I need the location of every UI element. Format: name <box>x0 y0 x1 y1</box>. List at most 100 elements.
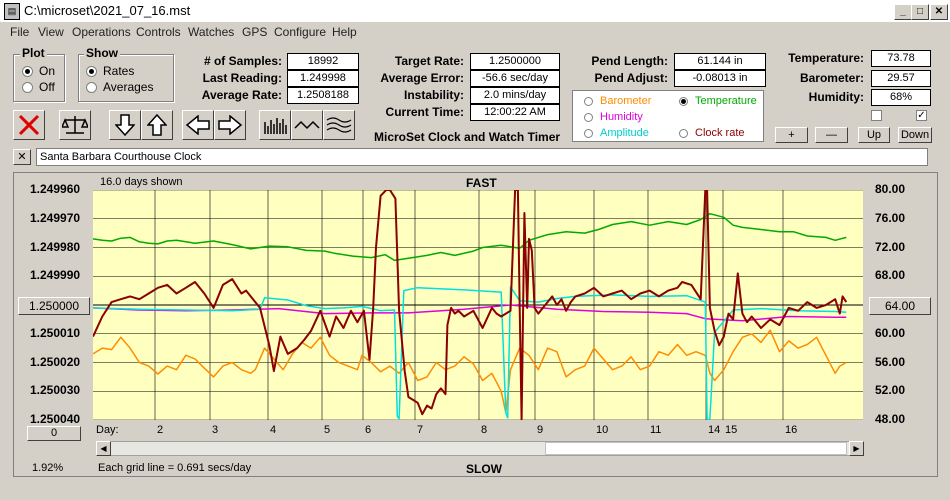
y-right-tick-label: 72.00 <box>875 239 906 254</box>
wave-icon <box>294 120 320 130</box>
minimize-button[interactable]: _ <box>894 4 912 20</box>
app-icon[interactable]: ▤ <box>4 3 20 20</box>
humidity-radio[interactable] <box>584 113 593 122</box>
x-tick-label: 5 <box>324 424 331 436</box>
down-button[interactable]: Down <box>898 127 932 143</box>
arrow-right-button[interactable] <box>214 110 246 140</box>
x-tick-label: 4 <box>270 424 277 436</box>
arrow-left-button[interactable] <box>182 110 214 140</box>
target-rate-label: Target Rate: <box>394 54 464 68</box>
balance-button[interactable] <box>59 110 91 140</box>
show-group <box>78 54 174 102</box>
checkbox-2[interactable]: ✓ <box>916 110 927 121</box>
scroll-right-button[interactable]: ▶ <box>849 441 864 456</box>
plot-off-label: Off <box>39 80 55 94</box>
clock-rate-option-label: Clock rate <box>695 127 745 139</box>
checkbox-1[interactable] <box>871 110 882 121</box>
slow-label: SLOW <box>466 462 502 476</box>
zero-button[interactable]: 0 <box>27 426 81 441</box>
target-rate-field[interactable]: 1.2500000 <box>470 53 560 70</box>
close-window-button[interactable]: ✕ <box>930 4 948 20</box>
center-rate-button[interactable]: 1.250000 <box>18 297 90 315</box>
plot-on-radio[interactable] <box>22 66 33 77</box>
menu-view[interactable]: View <box>38 25 64 39</box>
y-left-tick-label: 1.249980 <box>30 239 81 254</box>
arrow-down-button[interactable] <box>109 110 141 140</box>
menu-gps[interactable]: GPS <box>242 25 268 39</box>
x-tick-label: 15 <box>725 424 738 436</box>
x-tick-label: 8 <box>481 424 488 436</box>
average-error-label: Average Error: <box>380 71 464 85</box>
close-x-icon <box>18 114 40 136</box>
plot-group-label: Plot <box>20 46 47 60</box>
up-button[interactable]: Up <box>858 127 890 143</box>
arrow-up-button[interactable] <box>141 110 173 140</box>
clock-rate-radio[interactable] <box>679 129 688 138</box>
y-right-tick-label: 52.00 <box>875 383 906 398</box>
balance-scale-icon <box>62 116 88 134</box>
days-shown-label: 16.0 days shown <box>100 176 183 188</box>
window-title: C:\microset\2021_07_16.mst <box>24 3 191 18</box>
temperature-option-label: Temperature <box>695 95 757 107</box>
pend-adjust-label: Pend Adjust: <box>594 71 668 85</box>
y-left-tick-label: 1.250040 <box>30 412 81 426</box>
last-reading-label: Last Reading: <box>202 71 282 85</box>
humidity-option-label: Humidity <box>600 111 643 123</box>
y-right-tick-label: 68.00 <box>875 268 906 283</box>
app-title: MicroSet Clock and Watch Timer <box>374 130 561 144</box>
scroll-left-button[interactable]: ◀ <box>96 441 111 456</box>
close-x-button[interactable] <box>13 110 45 140</box>
show-group-label: Show <box>84 46 120 60</box>
menu-controls[interactable]: Controls <box>136 25 181 39</box>
percent-label: 1.92% <box>32 462 64 474</box>
plot-off-radio[interactable] <box>22 82 33 93</box>
plot-group <box>13 54 65 102</box>
maximize-button[interactable]: □ <box>911 4 929 20</box>
menu-bar: File View Operations Controls Watches GP… <box>0 22 950 42</box>
scrollbar-thumb[interactable] <box>545 442 847 455</box>
y-right-tick-label: 80.00 <box>875 182 906 196</box>
menu-help[interactable]: Help <box>332 25 357 39</box>
current-time-field: 12:00:22 AM <box>470 104 560 121</box>
menu-configure[interactable]: Configure <box>274 25 327 39</box>
y-right-tick-label: 76.00 <box>875 210 906 225</box>
barometer-label: Barometer: <box>799 71 864 85</box>
arrow-left-icon <box>185 115 210 135</box>
barometer-radio[interactable] <box>584 97 593 106</box>
grid-line-footer: Each grid line = 0.691 secs/day <box>98 462 252 474</box>
center-temp-button[interactable]: 64.00 <box>869 297 931 315</box>
plus-button[interactable]: + <box>775 127 808 143</box>
multi-wave-button[interactable] <box>323 110 355 140</box>
show-averages-radio[interactable] <box>86 82 97 93</box>
menu-watches[interactable]: Watches <box>188 25 235 39</box>
humidity-field: 68% <box>871 89 931 106</box>
plot-on-label: On <box>39 64 56 78</box>
y-right-tick-label: 56.00 <box>875 354 906 369</box>
samples-label: # of Samples: <box>203 54 282 68</box>
amplitude-radio[interactable] <box>584 129 593 138</box>
menu-operations[interactable]: Operations <box>72 25 131 39</box>
instability-field: 2.0 mins/day <box>470 87 560 104</box>
barometer-field: 29.57 <box>871 70 931 87</box>
chart-plot-area <box>93 190 863 420</box>
title-bar: ▤ C:\microset\2021_07_16.mst _ □ ✕ <box>0 0 950 22</box>
series-line-temperature <box>93 212 847 262</box>
fast-label: FAST <box>466 176 497 190</box>
arrow-right-icon <box>218 115 243 135</box>
samples-field: 18992 <box>287 53 359 70</box>
clock-name-input[interactable]: Santa Barbara Courthouse Clock <box>36 148 928 166</box>
y-left-tick-label: 1.249970 <box>30 210 81 225</box>
x-tick-label: 6 <box>365 424 372 436</box>
x-tick-label: 10 <box>596 424 609 436</box>
show-averages-label: Averages <box>103 80 154 94</box>
pend-length-field: 61.144 in <box>674 53 766 70</box>
pend-adjust-field: -0.08013 in <box>674 70 766 87</box>
bar-chart-button[interactable] <box>259 110 291 140</box>
clear-name-button[interactable]: ✕ <box>13 149 31 165</box>
temperature-radio[interactable] <box>679 97 688 106</box>
show-rates-radio[interactable] <box>86 66 97 77</box>
minus-button[interactable]: — <box>815 127 848 143</box>
wave-button[interactable] <box>291 110 323 140</box>
multi-wave-icon <box>326 117 352 133</box>
menu-file[interactable]: File <box>10 25 30 39</box>
